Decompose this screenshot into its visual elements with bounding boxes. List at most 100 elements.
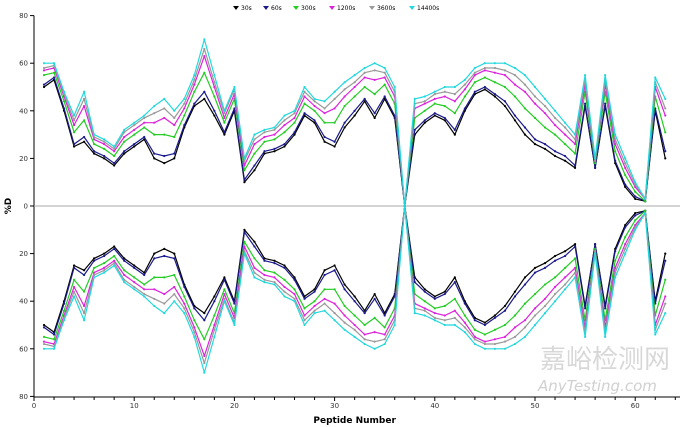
- data-point-14400s-lower: [594, 252, 597, 255]
- data-point-1200s-upper: [503, 74, 507, 77]
- x-tick-label: 20: [230, 402, 239, 410]
- data-point-14400s-lower: [72, 295, 76, 298]
- data-point-300s-lower: [263, 269, 266, 272]
- data-point-14400s-upper: [363, 66, 366, 70]
- x-axis-title: Peptide Number: [313, 416, 396, 426]
- data-point-300s-upper: [573, 152, 577, 155]
- data-point-300s-upper: [72, 131, 76, 134]
- data-point-30s-lower: [533, 266, 537, 269]
- data-point-300s-lower: [624, 235, 627, 239]
- data-point-300s-upper: [293, 121, 296, 124]
- data-point-60s-upper: [343, 121, 346, 124]
- data-point-1200s-lower: [93, 271, 96, 274]
- data-point-14400s-upper: [634, 181, 637, 184]
- data-point-14400s-upper: [413, 97, 416, 100]
- data-point-3600s-lower: [453, 316, 456, 319]
- data-point-3600s-lower: [463, 326, 466, 329]
- data-point-300s-upper: [493, 81, 497, 84]
- data-point-3600s-upper: [453, 93, 456, 96]
- data-point-60s-lower: [513, 295, 517, 298]
- data-point-14400s-lower: [383, 342, 386, 346]
- data-point-30s-upper: [433, 114, 436, 117]
- data-point-60s-upper: [293, 131, 296, 134]
- data-point-300s-upper: [223, 121, 226, 124]
- data-point-3600s-lower: [313, 309, 316, 312]
- data-point-300s-lower: [383, 326, 386, 329]
- data-point-1200s-upper: [463, 88, 466, 91]
- data-point-1200s-upper: [143, 121, 146, 124]
- data-point-60s-lower: [503, 309, 507, 312]
- data-point-300s-upper: [273, 138, 276, 141]
- data-point-300s-lower: [363, 323, 366, 327]
- data-point-3600s-lower: [443, 319, 446, 322]
- data-point-14400s-upper: [503, 62, 507, 65]
- data-point-14400s-upper: [273, 126, 276, 129]
- data-point-300s-lower: [513, 314, 517, 317]
- data-point-300s-lower: [343, 304, 346, 308]
- data-point-1200s-lower: [443, 314, 446, 317]
- series-line-30s-lower: [43, 205, 666, 333]
- data-point-3600s-upper: [664, 107, 667, 110]
- data-point-3600s-upper: [173, 116, 176, 120]
- data-point-60s-lower: [413, 281, 416, 284]
- data-point-300s-lower: [273, 271, 276, 274]
- data-point-14400s-upper: [223, 109, 226, 112]
- data-point-14400s-lower: [644, 212, 647, 215]
- data-point-14400s-upper: [213, 74, 216, 77]
- data-point-60s-upper: [423, 119, 426, 122]
- data-point-300s-upper: [203, 71, 206, 74]
- y-tick-label: 80: [19, 12, 28, 20]
- data-point-60s-upper: [303, 112, 306, 115]
- data-point-1200s-lower: [173, 285, 176, 289]
- data-point-300s-upper: [533, 116, 537, 120]
- data-point-60s-upper: [163, 154, 166, 158]
- data-point-1200s-upper: [133, 128, 136, 131]
- data-point-30s-upper: [123, 152, 126, 155]
- data-point-14400s-lower: [533, 323, 537, 327]
- data-point-3600s-lower: [513, 335, 517, 338]
- data-point-14400s-lower: [604, 335, 607, 338]
- data-point-3600s-upper: [273, 128, 276, 131]
- data-point-30s-upper: [72, 145, 76, 148]
- data-point-300s-lower: [373, 316, 376, 319]
- data-point-300s-upper: [283, 131, 286, 134]
- data-point-3600s-lower: [243, 250, 246, 253]
- data-point-60s-lower: [363, 312, 366, 315]
- data-point-300s-upper: [483, 76, 486, 79]
- data-point-300s-lower: [203, 338, 206, 341]
- data-point-14400s-lower: [283, 295, 286, 298]
- data-point-14400s-upper: [133, 121, 136, 124]
- data-point-14400s-lower: [393, 323, 396, 327]
- data-point-14400s-upper: [383, 66, 386, 70]
- data-point-30s-lower: [72, 264, 76, 267]
- data-point-1200s-upper: [93, 138, 96, 141]
- data-point-14400s-upper: [233, 85, 236, 89]
- data-point-14400s-upper: [72, 114, 76, 117]
- data-point-60s-upper: [614, 159, 617, 162]
- data-point-1200s-lower: [573, 266, 577, 269]
- data-point-60s-upper: [203, 90, 206, 93]
- data-point-3600s-lower: [303, 319, 306, 322]
- data-point-300s-upper: [614, 150, 617, 153]
- data-point-30s-lower: [563, 250, 567, 253]
- data-point-30s-upper: [213, 114, 216, 117]
- data-point-30s-lower: [153, 252, 156, 255]
- data-point-60s-upper: [153, 152, 156, 155]
- data-point-300s-lower: [634, 219, 637, 222]
- data-point-14400s-lower: [363, 342, 366, 346]
- data-point-60s-lower: [463, 302, 466, 305]
- data-point-30s-lower: [373, 292, 376, 296]
- data-point-60s-upper: [113, 162, 116, 165]
- data-point-1200s-lower: [72, 285, 76, 289]
- data-point-30s-lower: [543, 262, 547, 265]
- data-point-60s-upper: [353, 109, 356, 112]
- data-point-60s-lower: [283, 266, 286, 269]
- data-point-30s-upper: [153, 157, 156, 160]
- data-point-60s-upper: [443, 116, 446, 120]
- data-point-60s-lower: [233, 302, 236, 305]
- data-point-3600s-upper: [163, 107, 166, 110]
- data-point-300s-lower: [183, 295, 186, 298]
- data-point-1200s-lower: [223, 292, 226, 296]
- data-point-60s-lower: [313, 290, 316, 293]
- data-point-3600s-lower: [473, 338, 476, 341]
